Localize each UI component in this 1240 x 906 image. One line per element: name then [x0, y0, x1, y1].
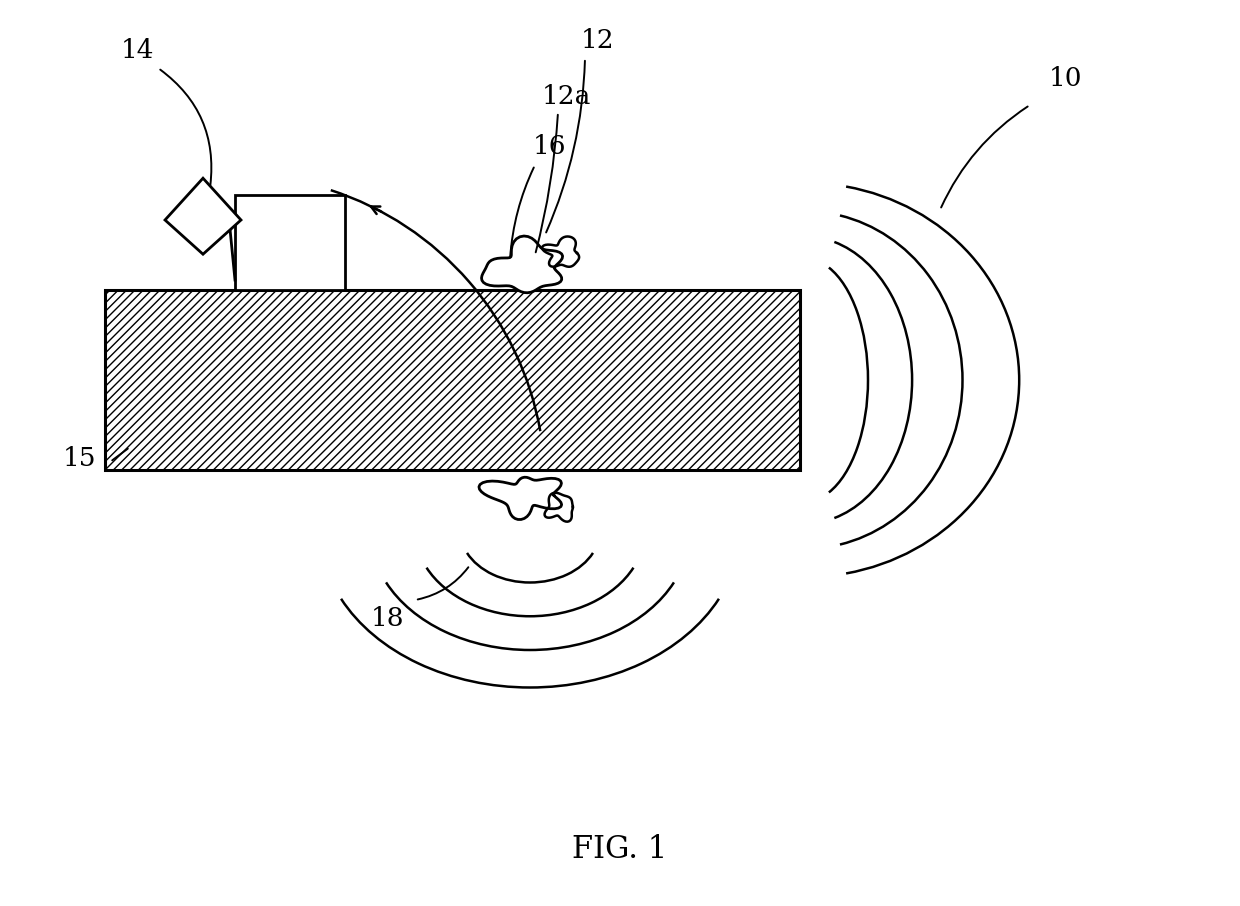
- Polygon shape: [542, 236, 579, 266]
- Polygon shape: [165, 178, 241, 255]
- Text: 16: 16: [533, 134, 567, 159]
- Text: 12a: 12a: [542, 84, 590, 110]
- Text: 18: 18: [371, 605, 404, 631]
- Polygon shape: [544, 493, 573, 522]
- Bar: [105, 290, 800, 470]
- Polygon shape: [479, 477, 562, 519]
- Bar: [236, 195, 345, 290]
- Text: 14: 14: [122, 37, 155, 63]
- Text: FIG. 1: FIG. 1: [573, 834, 667, 865]
- Text: 12: 12: [582, 27, 615, 53]
- Text: 15: 15: [63, 446, 97, 470]
- Polygon shape: [481, 236, 563, 293]
- Text: 10: 10: [1048, 65, 1081, 91]
